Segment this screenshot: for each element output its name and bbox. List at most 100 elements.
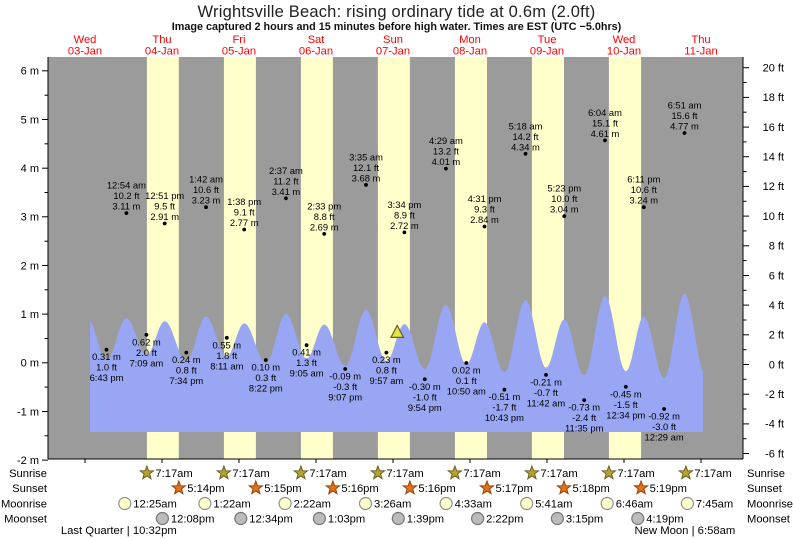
moonrise-circle-icon: [118, 496, 132, 511]
tide-point-label: 0.02 m: [452, 365, 481, 376]
tide-point-label: 2.0 ft: [136, 347, 157, 358]
almanac-time: 7:17am: [309, 468, 346, 480]
tick-label-ft: 8 ft: [769, 241, 784, 253]
tide-point-label: 12:29 am: [645, 432, 684, 443]
tide-point-label: -1.5 ft: [614, 399, 638, 410]
almanac-row-label-right: Sunrise: [747, 468, 785, 480]
moonrise-circle-icon: [680, 496, 695, 511]
day-name-label: Thu: [152, 34, 171, 46]
page-title: Wrightsville Beach: rising ordinary tide…: [197, 3, 596, 21]
tide-point: [364, 183, 368, 187]
tide-point-label: 3:35 am: [349, 151, 383, 162]
sunset-star-icon: [478, 479, 495, 495]
tide-point: [464, 361, 469, 365]
tick-label-ft: 18 ft: [763, 92, 784, 104]
day-date-label: 07-Jan: [376, 46, 410, 58]
tide-point-label: 4:31 pm: [468, 193, 502, 204]
day-date-label: 04-Jan: [145, 46, 179, 58]
moonset-circle-icon: [312, 511, 326, 526]
almanac-time: 12:25am: [133, 499, 177, 511]
tide-point-label: 1.0 ft: [96, 362, 117, 373]
almanac-time: 5:18pm: [573, 483, 610, 495]
tide-point-label: 0.10 m: [251, 362, 280, 373]
tide-point-label: -1.0 ft: [413, 391, 437, 402]
tide-point-label: 1:42 am: [189, 174, 223, 185]
tide-point-label: -0.09 m: [329, 371, 361, 382]
tide-point: [422, 377, 427, 382]
tide-point-label: 0.1 ft: [456, 375, 477, 386]
tide-point: [343, 367, 348, 371]
tide-point-label: 13.2 ft: [433, 146, 459, 157]
tide-point-label: 4:29 am: [429, 135, 463, 146]
moonset-circle-icon: [471, 511, 485, 526]
day-name-label: Sat: [308, 34, 326, 46]
tide-point-label: 10:43 pm: [485, 412, 524, 423]
tide-point-label: 9:05 am: [290, 368, 324, 379]
tide-point-label: 12:54 am: [107, 180, 146, 191]
tide-point: [562, 214, 567, 219]
tide-point-label: 11:42 am: [527, 397, 566, 408]
capture-time-marker-icon: [390, 324, 405, 338]
tide-point: [124, 211, 129, 216]
tide-point-label: -0.45 m: [610, 388, 642, 399]
moonrise-circle-icon: [198, 496, 212, 511]
tide-point: [603, 138, 607, 143]
tide-point-label: 12.1 ft: [353, 162, 379, 173]
tide-point-label: 3:34 pm: [387, 199, 421, 210]
tick-label-m: 1 m: [21, 309, 39, 321]
almanac-time: 1:39pm: [407, 514, 444, 526]
tide-point: [242, 227, 247, 232]
sunrise-star-icon: [369, 464, 386, 480]
tide-point-label: 7:34 pm: [169, 375, 203, 386]
tide-point-label: -0.30 m: [409, 381, 441, 392]
tick-label-ft: 12 ft: [763, 181, 784, 193]
tide-point-label: 6:04 am: [588, 107, 622, 118]
almanac-time: 7:17am: [463, 468, 500, 480]
day-name-label: Fri: [232, 34, 245, 46]
tick-label-m: 6 m: [21, 66, 39, 78]
day-name-label: Thu: [691, 34, 710, 46]
tide-point-label: 3.68 m: [352, 172, 381, 183]
sunset-star-icon: [170, 479, 187, 495]
day-name-label: Mon: [459, 34, 481, 46]
almanac-time: 5:16pm: [341, 483, 378, 495]
moonrise-circle-icon: [600, 496, 614, 511]
moonrise-circle-icon: [278, 496, 292, 511]
tide-point-label: -0.21 m: [530, 376, 562, 387]
tide-point-label: 9:07 pm: [328, 392, 362, 403]
almanac-time: 5:19pm: [650, 483, 687, 495]
tick-label-ft: 4 ft: [769, 300, 784, 312]
tide-point-label: 10.6 ft: [193, 184, 219, 195]
almanac-time: 5:14pm: [187, 483, 224, 495]
tide-point-label: 14.2 ft: [512, 131, 538, 142]
tide-point-label: 0.23 m: [372, 354, 401, 365]
tide-point-label: -0.73 m: [568, 402, 600, 413]
almanac-row-label-left: Moonrise: [1, 499, 47, 511]
tick-label-ft: -4 ft: [765, 419, 784, 431]
tide-point-label: -3.0 ft: [652, 421, 676, 432]
tide-point-label: 0.41 m: [292, 347, 321, 358]
tide-point-label: 11:35 pm: [565, 423, 604, 434]
sunset-star-icon: [247, 479, 264, 495]
moonset-circle-icon: [234, 511, 248, 526]
tide-point-label: 0.3 ft: [255, 372, 276, 383]
almanac-row-label-left: Sunrise: [9, 468, 47, 480]
tide-point-label: 0.24 m: [172, 354, 201, 365]
almanac-time: 7:17am: [617, 468, 654, 480]
almanac-time: 12:08pm: [171, 514, 215, 526]
day-date-label: 09-Jan: [530, 46, 564, 58]
day-name-label: Wed: [613, 34, 636, 46]
tide-point-label: 8.9 ft: [394, 209, 415, 220]
almanac-time: 2:22am: [294, 499, 331, 511]
tide-point-label: 0.55 m: [212, 339, 241, 350]
tide-point-label: -2.4 ft: [572, 412, 596, 423]
almanac-row-label-right: Moonrise: [747, 499, 793, 511]
moonset-circle-icon: [550, 511, 565, 526]
almanac-row-label-left: Moonset: [4, 514, 48, 526]
tide-point: [544, 373, 548, 377]
tide-point: [104, 347, 109, 352]
tick-label-m: 3 m: [21, 212, 39, 224]
tide-area: [90, 293, 703, 432]
